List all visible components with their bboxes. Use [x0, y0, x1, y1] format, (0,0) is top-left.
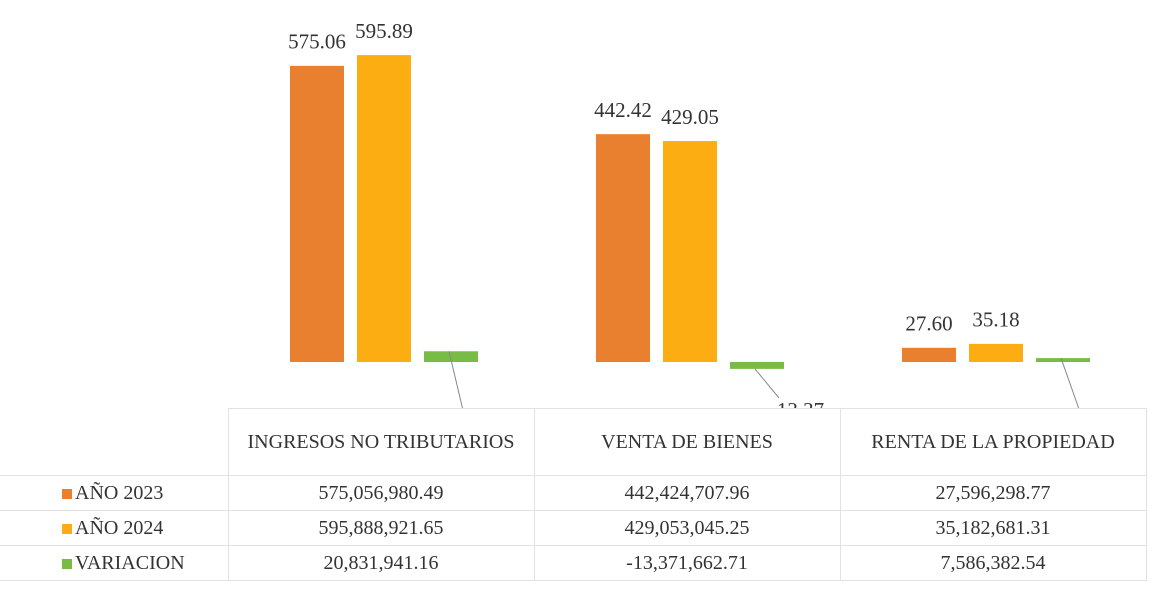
legend-swatch	[62, 488, 72, 499]
table-row: VARIACION 20,831,941.16 -13,371,662.71 7,58…	[0, 545, 1147, 581]
leader-line	[1060, 357, 1080, 408]
table-cell: -13,371,662.71	[533, 545, 841, 581]
leader-line	[448, 351, 463, 408]
bar	[663, 141, 717, 362]
data-label: -13.37	[770, 398, 824, 408]
legend-label: VARIACION	[75, 551, 185, 574]
bar	[290, 65, 344, 362]
legend-label: AÑO 2023	[75, 481, 164, 504]
bar	[969, 343, 1023, 362]
table-row: AÑO 2023 575,056,980.49 442,424,707.96 27,5…	[0, 475, 1147, 511]
legend-cell: VARIACION	[0, 545, 229, 581]
data-label: 429.05	[661, 105, 719, 129]
legend-label: AÑO 2024	[75, 516, 164, 539]
table-row: AÑO 2024 595,888,921.65 429,053,045.25 35,1…	[0, 510, 1147, 546]
category-label: INGRESOS NO TRIBUTARIOS	[227, 408, 535, 476]
bar	[730, 362, 784, 369]
bar	[357, 55, 411, 363]
table-cell: 575,056,980.49	[227, 475, 535, 511]
legend-cell: AÑO 2023	[0, 475, 229, 511]
bar	[596, 134, 650, 362]
legend-swatch	[62, 558, 72, 569]
legend-swatch	[62, 523, 72, 534]
data-table: INGRESOS NO TRIBUTARIOS VENTA DE BIENES RE…	[0, 408, 1147, 581]
data-label: 35.18	[972, 308, 1019, 332]
data-label: 27.60	[905, 312, 952, 336]
data-label: 575.06	[288, 30, 346, 54]
table-cell: 35,182,681.31	[839, 510, 1147, 546]
corner-cell	[0, 409, 228, 476]
data-label: 595.89	[355, 19, 413, 43]
table-cell: 20,831,941.16	[227, 545, 535, 581]
data-label: 442.42	[594, 98, 652, 122]
leader-line	[754, 368, 780, 399]
table-cell: 7,586,382.54	[839, 545, 1147, 581]
table-header-row: INGRESOS NO TRIBUTARIOS VENTA DE BIENES RE…	[0, 408, 1147, 476]
chart: 575.06442.4227.60595.89429.0535.1820.83-…	[288, 19, 1090, 408]
category-label: VENTA DE BIENES	[533, 408, 841, 476]
table-cell: 429,053,045.25	[533, 510, 841, 546]
table-cell: 595,888,921.65	[227, 510, 535, 546]
table-cell: 442,424,707.96	[533, 475, 841, 511]
legend-cell: AÑO 2024	[0, 510, 229, 546]
bar	[902, 347, 956, 362]
category-label: RENTA DE LA PROPIEDAD	[839, 408, 1147, 476]
table-cell: 27,596,298.77	[839, 475, 1147, 511]
bar	[424, 351, 478, 362]
bar	[1036, 358, 1090, 362]
